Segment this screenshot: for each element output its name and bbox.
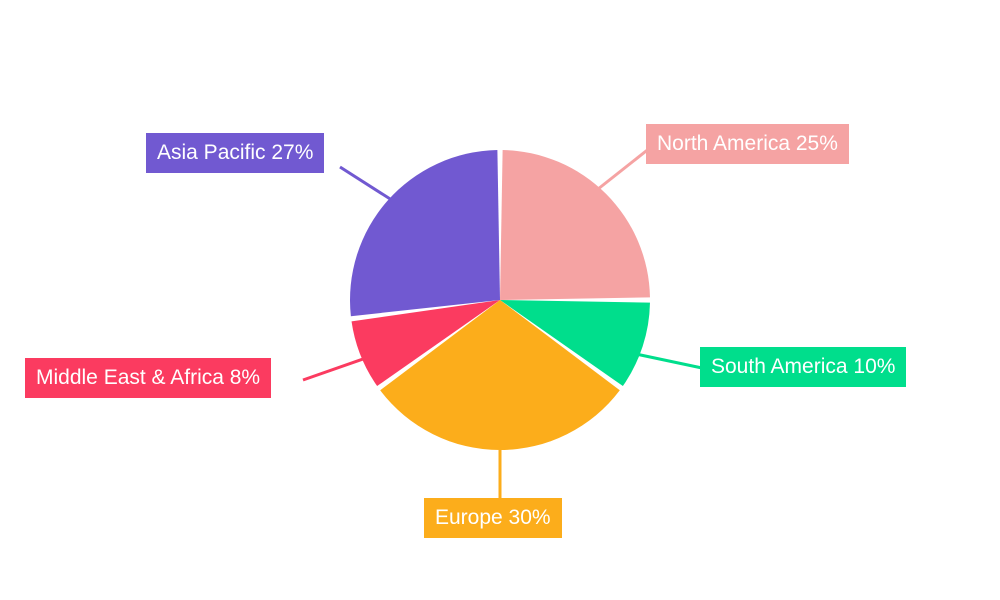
pie-slices-group xyxy=(350,150,650,451)
pie-label-south-america[interactable]: South America 10% xyxy=(700,347,907,387)
pie-label-middle-east-africa[interactable]: Middle East & Africa 8% xyxy=(25,358,272,398)
pie-slice-middle-east-africa[interactable] xyxy=(351,300,500,387)
pie-slice-europe[interactable] xyxy=(380,300,620,451)
leader-line-asia-pacific xyxy=(339,165,399,206)
pie-label-north-america[interactable]: North America 25% xyxy=(646,124,849,164)
pie-label-asia-pacific[interactable]: Asia Pacific 27% xyxy=(146,133,325,173)
pie-label-europe[interactable]: Europe 30% xyxy=(424,498,562,538)
pie-slice-asia-pacific[interactable] xyxy=(350,150,500,317)
pie-slice-north-america[interactable] xyxy=(500,150,650,300)
pie-slice-south-america[interactable] xyxy=(500,300,650,387)
